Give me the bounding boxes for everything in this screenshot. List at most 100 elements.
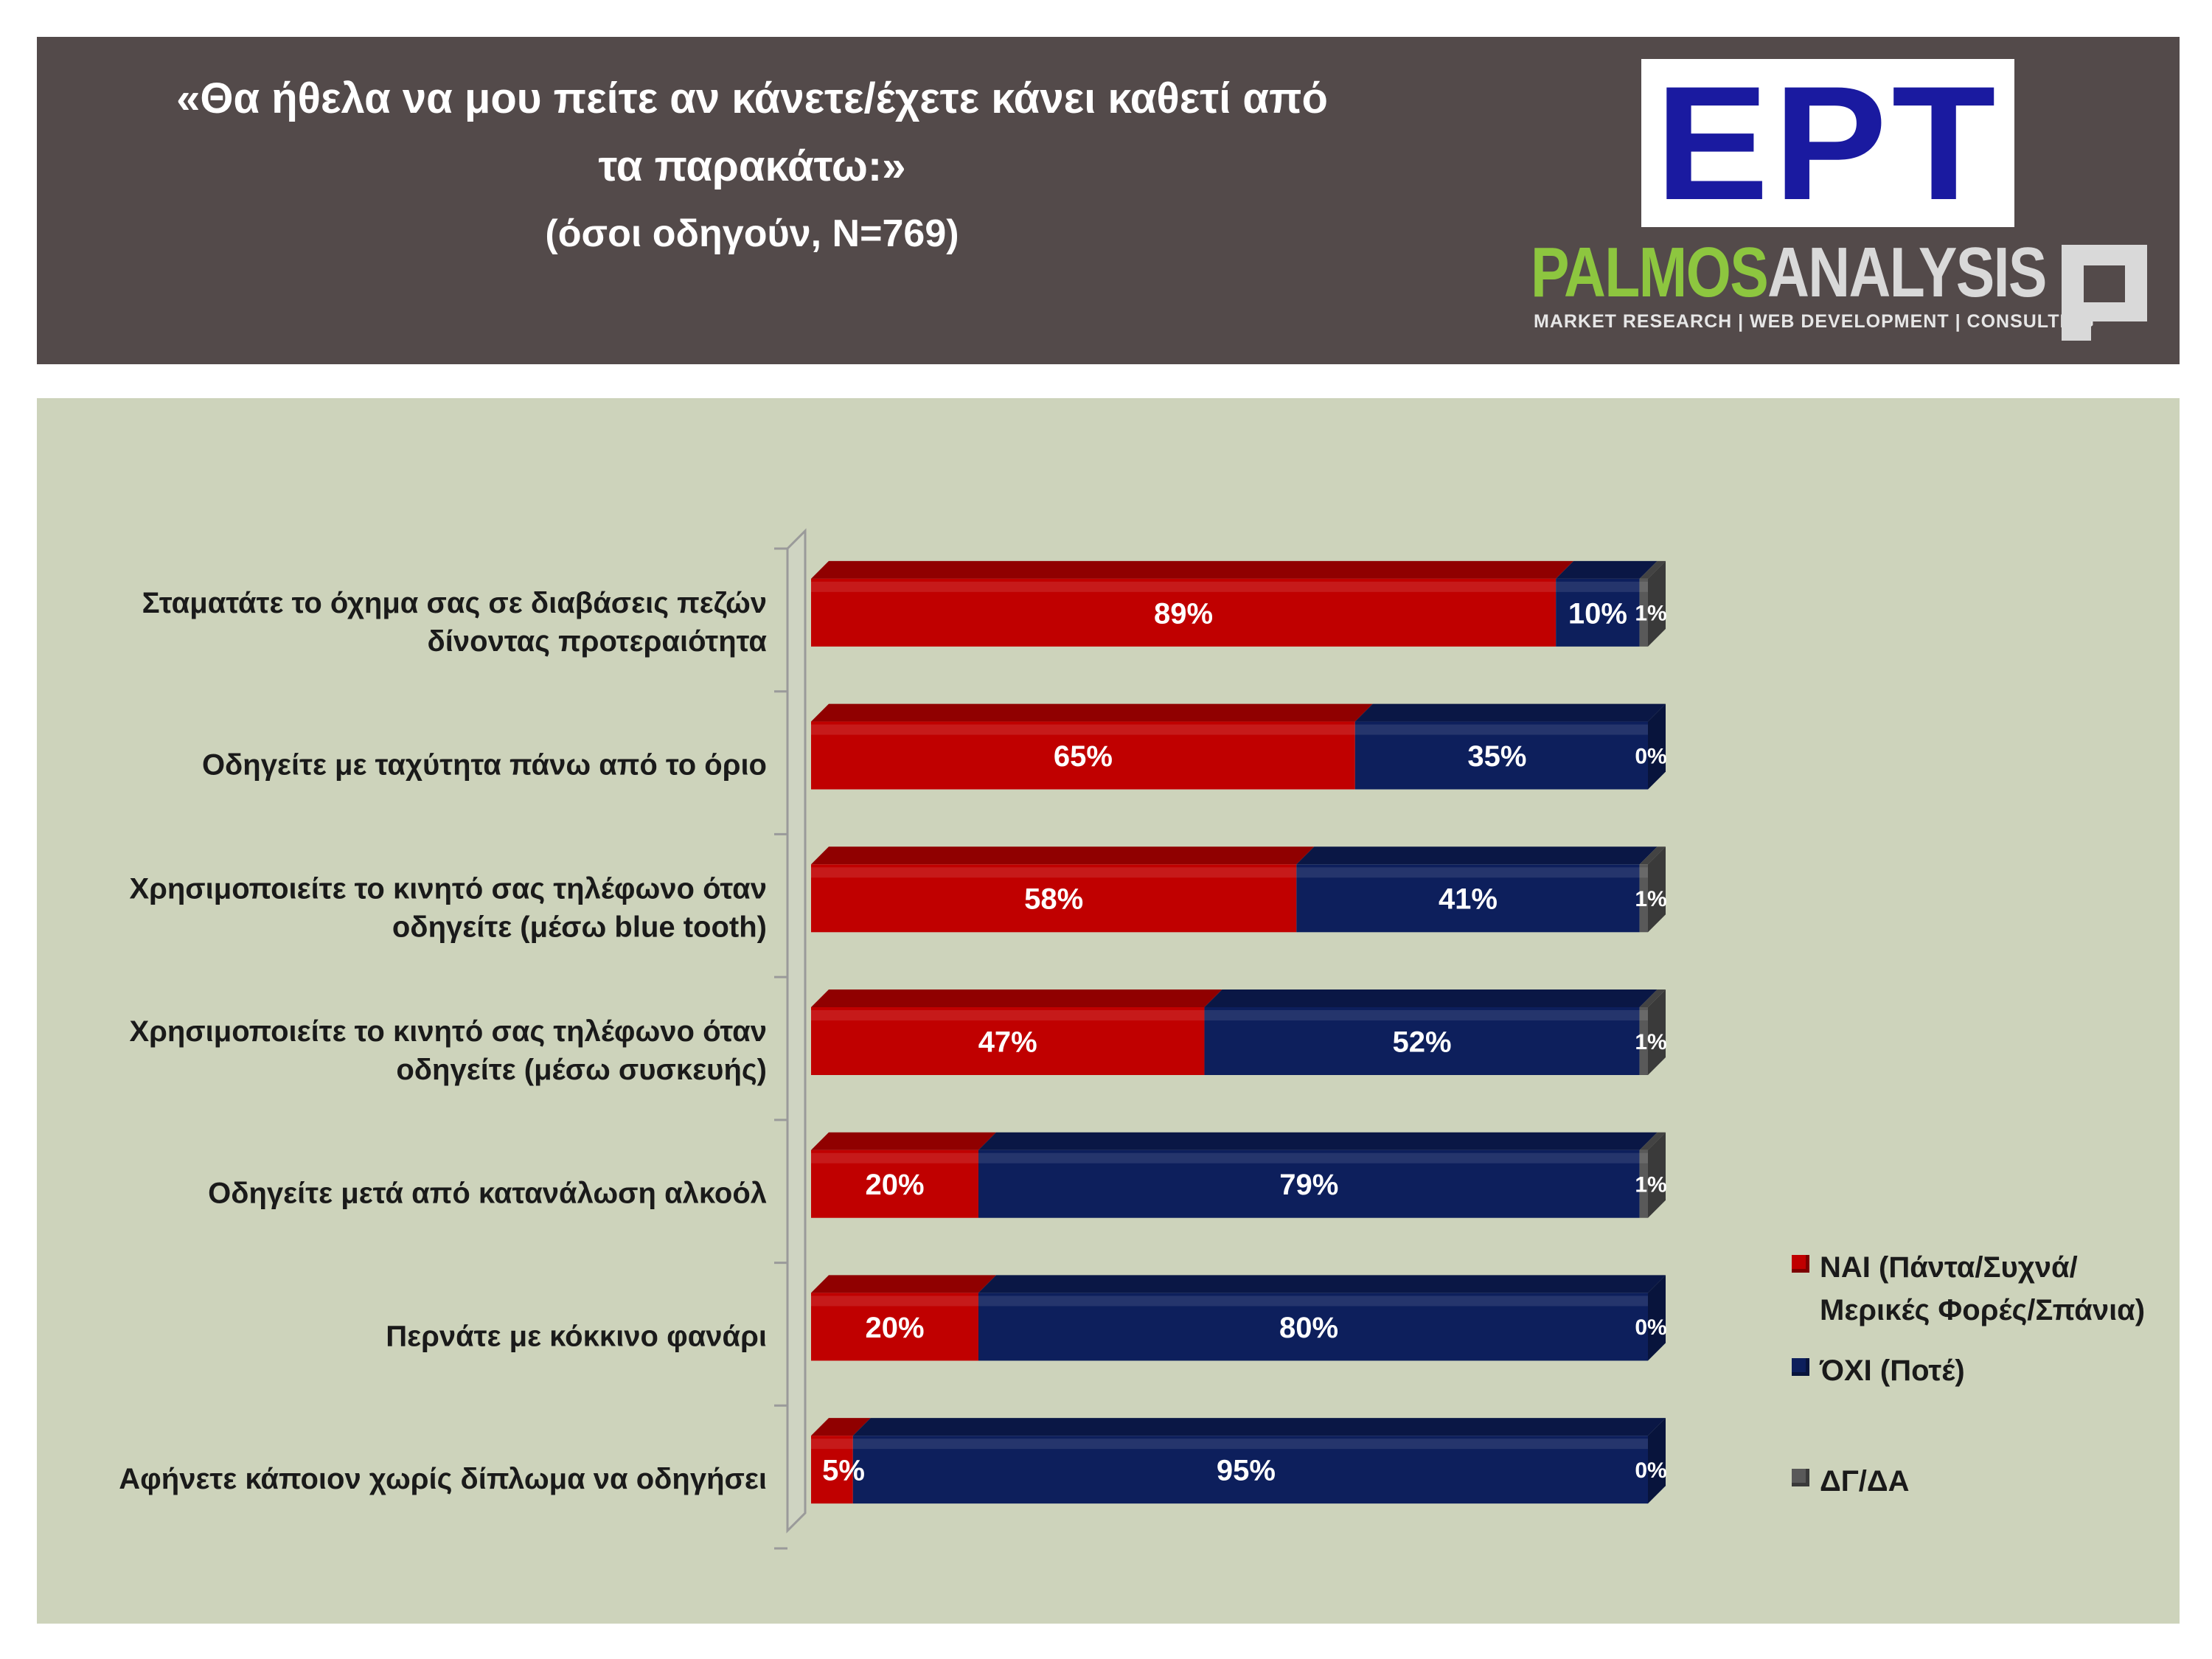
bar-front <box>1639 1007 1648 1075</box>
bar-segment <box>1639 846 1666 933</box>
category-label: Χρησιμοποιείτε το κινητό σας τηλέφωνο ότ… <box>129 1015 767 1048</box>
legend-label: ΌΧΙ (Ποτέ) <box>1820 1349 1965 1392</box>
bar-top <box>852 1418 1666 1436</box>
bar-top <box>978 1275 1666 1293</box>
bar-highlight <box>811 1010 1205 1020</box>
bar-front <box>1556 578 1640 647</box>
data-label: 0% <box>1635 1315 1666 1340</box>
bar-segment <box>811 703 1373 790</box>
data-label: 1% <box>1635 887 1666 911</box>
y-axis-wall <box>786 528 807 1534</box>
bar-front <box>811 1436 853 1504</box>
bar-segment <box>1204 990 1658 1075</box>
bar-highlight <box>811 1152 978 1164</box>
category-label: Οδηγείτε μετά από κατανάλωση αλκοόλ <box>208 1178 767 1210</box>
bar-top <box>1296 846 1658 865</box>
bar-segment <box>1639 1132 1666 1218</box>
data-label: 0% <box>1635 744 1666 768</box>
bar-highlight <box>811 581 1557 592</box>
palmos-logo-part1: PALMOS <box>1531 233 1769 312</box>
title-block: «Θα ήθελα να μου πείτε αν κάνετε/έχετε κ… <box>66 65 1438 264</box>
bar-front <box>1204 1007 1640 1075</box>
data-label: 95% <box>1217 1455 1276 1487</box>
bar-front <box>1639 864 1648 933</box>
chart-subtitle: (όσοι οδηγούν, Ν=769) <box>545 212 959 255</box>
bar-side <box>1648 1275 1666 1361</box>
legend-swatch <box>1792 1469 1809 1486</box>
bar-segment <box>1296 846 1658 933</box>
bar-highlight <box>811 1295 978 1307</box>
chart-plot: 89% 10% 1% Σταματάτε το όχημα σας σε διαβάσ… <box>119 528 1667 1550</box>
bar-top <box>1204 990 1658 1007</box>
bar-highlight <box>1354 724 1648 735</box>
legend-item: ΝΑΙ (Πάντα/Συχνά/Μερικές Φορές/Σπάνια) <box>1792 1246 2145 1332</box>
category-label: Περνάτε με κόκκινο φανάρι <box>386 1320 767 1352</box>
ert-logo: ΕΡΤ <box>1641 59 2014 227</box>
data-label: 20% <box>865 1312 924 1344</box>
legend-label-line: ΔΓ/ΔΑ <box>1820 1465 1910 1498</box>
category-label: οδηγείτε (μέσω blue tooth) <box>392 911 767 943</box>
bar-segment <box>811 1132 996 1218</box>
category-label: Αφήνετε κάποιον χωρίς δίπλωμα να οδηγήσε… <box>119 1463 767 1495</box>
data-label: 1% <box>1635 1030 1666 1054</box>
category-label: Σταματάτε το όχημα σας σε διαβάσεις πεζώ… <box>142 587 767 619</box>
bar-highlight <box>811 724 1355 735</box>
bar-side <box>1648 560 1666 647</box>
chart-panel: 89% 10% 1% Σταματάτε το όχημα σας σε διαβάσ… <box>37 398 2180 1624</box>
bar-segment <box>852 1418 1666 1504</box>
data-label: 89% <box>1154 597 1213 630</box>
bar-side <box>1648 990 1666 1075</box>
data-label: 58% <box>1024 883 1083 916</box>
palmos-mark-icon <box>2062 245 2147 341</box>
bar-segment <box>811 560 1574 647</box>
bar-top <box>811 990 1222 1007</box>
bar-side <box>1648 846 1666 933</box>
data-label: 65% <box>1054 740 1113 773</box>
bar-highlight <box>1296 867 1640 878</box>
bar-segment <box>811 1275 996 1361</box>
bar-segment <box>811 846 1315 933</box>
data-label: 1% <box>1635 602 1666 626</box>
bar-top <box>1556 560 1658 579</box>
legend-label: ΝΑΙ (Πάντα/Συχνά/Μερικές Φορές/Σπάνια) <box>1820 1246 2145 1332</box>
bar-highlight <box>811 867 1297 878</box>
data-label: 80% <box>1279 1312 1338 1344</box>
bar-top <box>811 560 1574 579</box>
legend-swatch <box>1792 1358 1809 1376</box>
bar-highlight <box>811 1439 853 1450</box>
bar-highlight <box>978 1152 1640 1164</box>
bar-segment <box>811 990 1222 1075</box>
chart-title-line-1: «Θα ήθελα να μου πείτε αν κάνετε/έχετε κ… <box>176 74 1328 122</box>
legend-label-line: Μερικές Φορές/Σπάνια) <box>1820 1294 2146 1326</box>
bar-front <box>1354 721 1648 790</box>
data-label: 10% <box>1568 597 1627 630</box>
bar-top <box>1639 560 1666 579</box>
bar-front <box>978 1150 1640 1218</box>
legend-swatch <box>1792 1255 1809 1273</box>
palmos-analysis-logo: PALMOSANALYSIS MARKET RESEARCH | WEB DEV… <box>1531 237 2157 348</box>
ert-logo-text: ΕΡΤ <box>1655 52 2001 234</box>
bar-front <box>852 1436 1648 1504</box>
bar-front <box>811 1293 978 1361</box>
bar-top <box>811 703 1373 722</box>
bar-top <box>1639 1132 1666 1150</box>
legend-label: ΔΓ/ΔΑ <box>1820 1460 1910 1503</box>
bar-highlight <box>1639 581 1648 592</box>
chart-title-line-2: τα παρακάτω:» <box>598 142 906 190</box>
category-label: Χρησιμοποιείτε το κινητό σας τηλέφωνο ότ… <box>129 872 767 905</box>
data-label: 35% <box>1467 740 1526 773</box>
bar-segment <box>1639 560 1666 647</box>
legend-item: ΌΧΙ (Ποτέ) <box>1792 1349 1965 1392</box>
bar-front <box>811 721 1355 790</box>
bar-front <box>811 578 1557 647</box>
bar-highlight <box>1639 1010 1648 1020</box>
legend-item: ΔΓ/ΔΑ <box>1792 1460 1910 1503</box>
data-label: 1% <box>1635 1173 1666 1197</box>
bar-top <box>978 1132 1658 1150</box>
palmos-logo-tagline: MARKET RESEARCH | WEB DEVELOPMENT | CONS… <box>1534 311 2095 332</box>
bar-front <box>1296 864 1640 933</box>
bar-front <box>811 1150 978 1218</box>
bar-highlight <box>1204 1010 1640 1020</box>
data-label: 79% <box>1279 1169 1338 1201</box>
bar-segment <box>811 1418 871 1504</box>
